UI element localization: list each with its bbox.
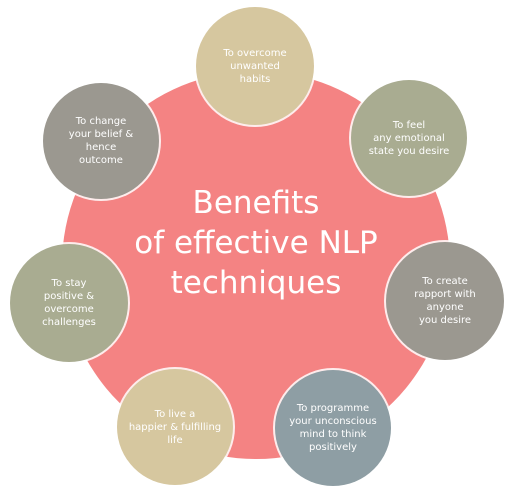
benefit-line: To create — [422, 276, 468, 287]
center-title-line-2: of effective NLP — [134, 225, 378, 261]
benefit-line: unwanted — [230, 60, 280, 72]
benefit-stay-positive: To stay positive & overcome challenges — [10, 244, 128, 362]
benefit-change-belief: To change your belief & hence outcome — [43, 83, 159, 199]
benefit-line: habits — [239, 73, 271, 85]
benefit-line: happier & fulfilling — [128, 421, 222, 433]
benefit-stay-positive-label: To stay positive & overcome challenges — [21, 277, 118, 329]
benefit-line: your unconscious — [289, 416, 377, 427]
benefit-line: To live a — [154, 408, 196, 420]
benefit-line: To stay — [51, 278, 87, 289]
benefit-line: rapport with anyone — [414, 289, 476, 313]
benefit-overcome-habits: To overcome unwanted habits — [196, 7, 314, 125]
benefit-line: To change — [75, 116, 127, 127]
center-title-line-1: Benefits — [192, 185, 320, 221]
benefit-line: life — [167, 434, 183, 446]
benefit-programme-mind-label: To programme your unconscious mind to th… — [285, 402, 380, 454]
benefit-change-belief-label: To change your belief & hence outcome — [53, 115, 148, 167]
benefit-line: To overcome — [223, 47, 287, 59]
benefit-overcome-habits-label: To overcome unwanted habits — [207, 47, 304, 86]
benefit-line: your belief & hence — [68, 129, 134, 153]
benefit-live-happier: To live a happier & fulfilling life — [117, 369, 233, 485]
benefit-line: To feel — [392, 119, 426, 131]
benefit-line: you desire — [418, 315, 472, 326]
benefit-line: To programme — [296, 403, 370, 414]
benefit-live-happier-label: To live a happier & fulfilling life — [127, 408, 222, 447]
benefit-create-rapport-label: To create rapport with anyone you desire — [397, 275, 494, 327]
benefit-line: any emotional — [373, 132, 445, 144]
benefit-line: mind to think — [299, 429, 367, 440]
benefit-programme-mind: To programme your unconscious mind to th… — [275, 370, 391, 486]
center-title-line-3: techniques — [170, 265, 342, 301]
benefit-line: positively — [309, 442, 357, 453]
center-title: Benefits of effective NLP techniques — [100, 183, 412, 303]
benefit-line: outcome — [79, 155, 123, 166]
benefit-feel-emotional-state-label: To feel any emotional state you desire — [361, 119, 456, 158]
benefit-feel-emotional-state: To feel any emotional state you desire — [351, 80, 467, 196]
benefit-create-rapport: To create rapport with anyone you desire — [386, 242, 504, 360]
benefit-line: challenges — [42, 317, 96, 328]
benefit-line: state you desire — [368, 145, 450, 157]
benefit-line: positive & overcome — [43, 291, 95, 315]
